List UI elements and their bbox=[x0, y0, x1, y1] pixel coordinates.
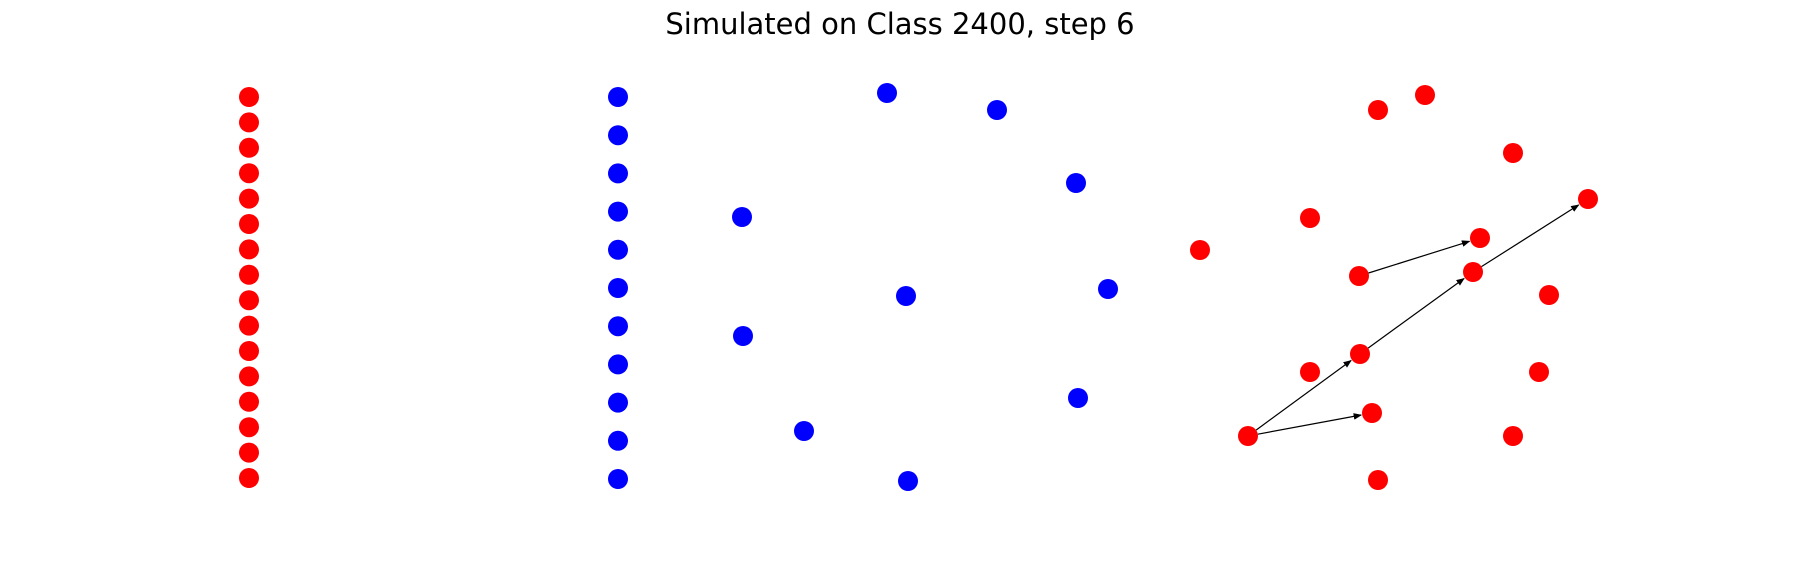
figure-title: Simulated on Class 2400, step 6 bbox=[665, 7, 1134, 41]
graph-node bbox=[608, 469, 628, 489]
graph-node bbox=[239, 163, 259, 184]
graph-node bbox=[608, 201, 628, 222]
graph-node bbox=[239, 290, 259, 311]
graph-node bbox=[239, 366, 259, 387]
graph-node bbox=[1503, 426, 1523, 446]
graph-node bbox=[239, 137, 259, 158]
graph-node bbox=[1349, 266, 1369, 286]
graph-node bbox=[1470, 228, 1490, 248]
graph-node bbox=[898, 471, 918, 491]
graph-node bbox=[733, 326, 753, 346]
graph-node bbox=[608, 239, 628, 260]
node-group bbox=[1190, 85, 1598, 490]
graph-node bbox=[239, 417, 259, 438]
graph-edge-arrow bbox=[1255, 360, 1352, 431]
graph-node bbox=[1350, 344, 1370, 364]
graph-node bbox=[239, 188, 259, 209]
graph-node bbox=[794, 421, 814, 441]
graph-node bbox=[877, 83, 897, 103]
graph-edge-arrow bbox=[1481, 204, 1580, 268]
graph-node bbox=[608, 316, 628, 337]
graph-node bbox=[608, 163, 628, 184]
graph-node bbox=[1068, 388, 1088, 408]
graph-node bbox=[239, 239, 259, 260]
graph-node bbox=[608, 354, 628, 375]
graph-node bbox=[1098, 279, 1118, 299]
graph-edge-arrow bbox=[1367, 277, 1465, 349]
graph-node bbox=[239, 391, 259, 412]
graph-node bbox=[1368, 100, 1388, 120]
left-column-panel bbox=[239, 87, 259, 488]
graph-node bbox=[1503, 143, 1523, 163]
graph-node bbox=[896, 286, 916, 306]
graph-node bbox=[1066, 173, 1086, 193]
graph-node bbox=[239, 112, 259, 133]
graph-node bbox=[608, 278, 628, 298]
graph-node bbox=[1368, 470, 1388, 490]
graph-node bbox=[1300, 208, 1320, 228]
graph-node bbox=[1190, 240, 1210, 260]
graph-node bbox=[1578, 189, 1598, 209]
graph-node bbox=[1362, 403, 1382, 423]
graph-node bbox=[608, 392, 628, 413]
graph-node bbox=[239, 442, 259, 463]
graph-edge-arrow bbox=[1257, 413, 1363, 435]
graph-node bbox=[987, 100, 1007, 120]
graph-node bbox=[732, 207, 752, 227]
graph-node bbox=[1529, 362, 1549, 382]
graph-node bbox=[1539, 285, 1559, 305]
graph-node bbox=[239, 214, 259, 234]
graph-node bbox=[1300, 362, 1320, 382]
graph-node bbox=[608, 87, 628, 107]
graph-edge-arrow bbox=[1368, 240, 1471, 274]
graph-node bbox=[239, 264, 259, 285]
edge-group bbox=[1255, 204, 1580, 435]
graph-node bbox=[239, 341, 259, 361]
graph-node bbox=[608, 125, 628, 146]
graph-node bbox=[239, 315, 259, 336]
graph-node bbox=[1238, 426, 1258, 446]
middle-column-panel bbox=[608, 87, 628, 489]
graph-node bbox=[239, 468, 259, 488]
graph-node bbox=[1463, 262, 1483, 282]
middle-ring-panel bbox=[732, 83, 1118, 491]
right-graph-panel bbox=[1190, 85, 1598, 490]
graph-node bbox=[239, 87, 259, 107]
graph-node bbox=[608, 430, 628, 451]
graph-node bbox=[1415, 85, 1435, 105]
